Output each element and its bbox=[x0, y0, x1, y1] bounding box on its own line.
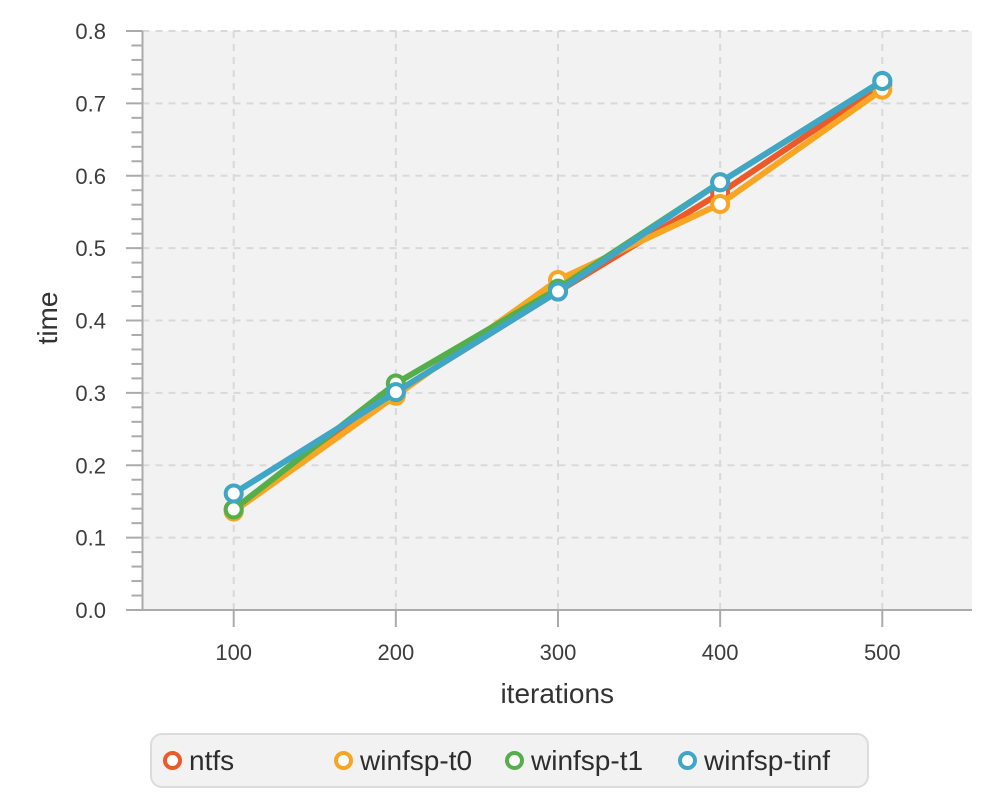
legend-item-winfsp-t0: winfsp-t0 bbox=[334, 735, 472, 786]
y-tick-label: 0.5 bbox=[75, 236, 106, 261]
y-tick-label: 0.0 bbox=[75, 598, 106, 623]
x-tick-label: 400 bbox=[702, 640, 739, 665]
legend-label-winfsp-t1: winfsp-t1 bbox=[531, 744, 644, 776]
legend-marker-winfsp-t0-icon bbox=[334, 751, 353, 770]
data-point-winfsp-t0 bbox=[710, 193, 731, 214]
legend-label-winfsp-t0: winfsp-t0 bbox=[360, 744, 473, 776]
x-axis-title: iterations bbox=[500, 678, 614, 709]
data-point-winfsp-tinf bbox=[548, 281, 568, 302]
x-tick-label: 500 bbox=[864, 640, 901, 665]
legend-item-winfsp-t1: winfsp-t1 bbox=[505, 735, 643, 786]
data-point-winfsp-tinf bbox=[385, 382, 406, 403]
x-tick-label: 200 bbox=[377, 640, 414, 665]
y-tick-label: 0.7 bbox=[75, 91, 106, 116]
y-tick-label: 0.4 bbox=[75, 309, 106, 334]
y-tick-label: 0.3 bbox=[75, 381, 106, 406]
y-axis-title: time bbox=[32, 292, 63, 345]
y-tick-label: 0.1 bbox=[75, 526, 106, 551]
x-tick-label: 100 bbox=[215, 640, 252, 665]
data-point-winfsp-t1 bbox=[223, 499, 244, 520]
legend-label-winfsp-tinf: winfsp-tinf bbox=[704, 744, 831, 776]
x-tick-label: 300 bbox=[540, 640, 577, 665]
legend-marker-ntfs-icon bbox=[163, 751, 182, 770]
legend-marker-winfsp-tinf-icon bbox=[678, 751, 697, 770]
axes bbox=[126, 30, 972, 627]
legend-label-ntfs: ntfs bbox=[189, 744, 235, 776]
y-tick-label: 0.6 bbox=[75, 164, 106, 189]
legend-item-winfsp-tinf: winfsp-tinf bbox=[678, 735, 830, 786]
legend-item-ntfs: ntfs bbox=[163, 735, 234, 786]
y-tick-label: 0.8 bbox=[75, 19, 106, 44]
y-tick-label: 0.2 bbox=[75, 453, 106, 478]
data-point-winfsp-tinf bbox=[872, 70, 893, 91]
data-point-winfsp-tinf bbox=[710, 172, 731, 193]
chart-legend: ntfs winfsp-t0 winfsp-t1 winfsp-tinf bbox=[150, 733, 869, 788]
data-point-winfsp-tinf bbox=[223, 483, 244, 504]
legend-marker-winfsp-t1-icon bbox=[505, 751, 524, 770]
gridlines bbox=[142, 30, 972, 610]
series-winfsp-tinf bbox=[223, 70, 893, 504]
